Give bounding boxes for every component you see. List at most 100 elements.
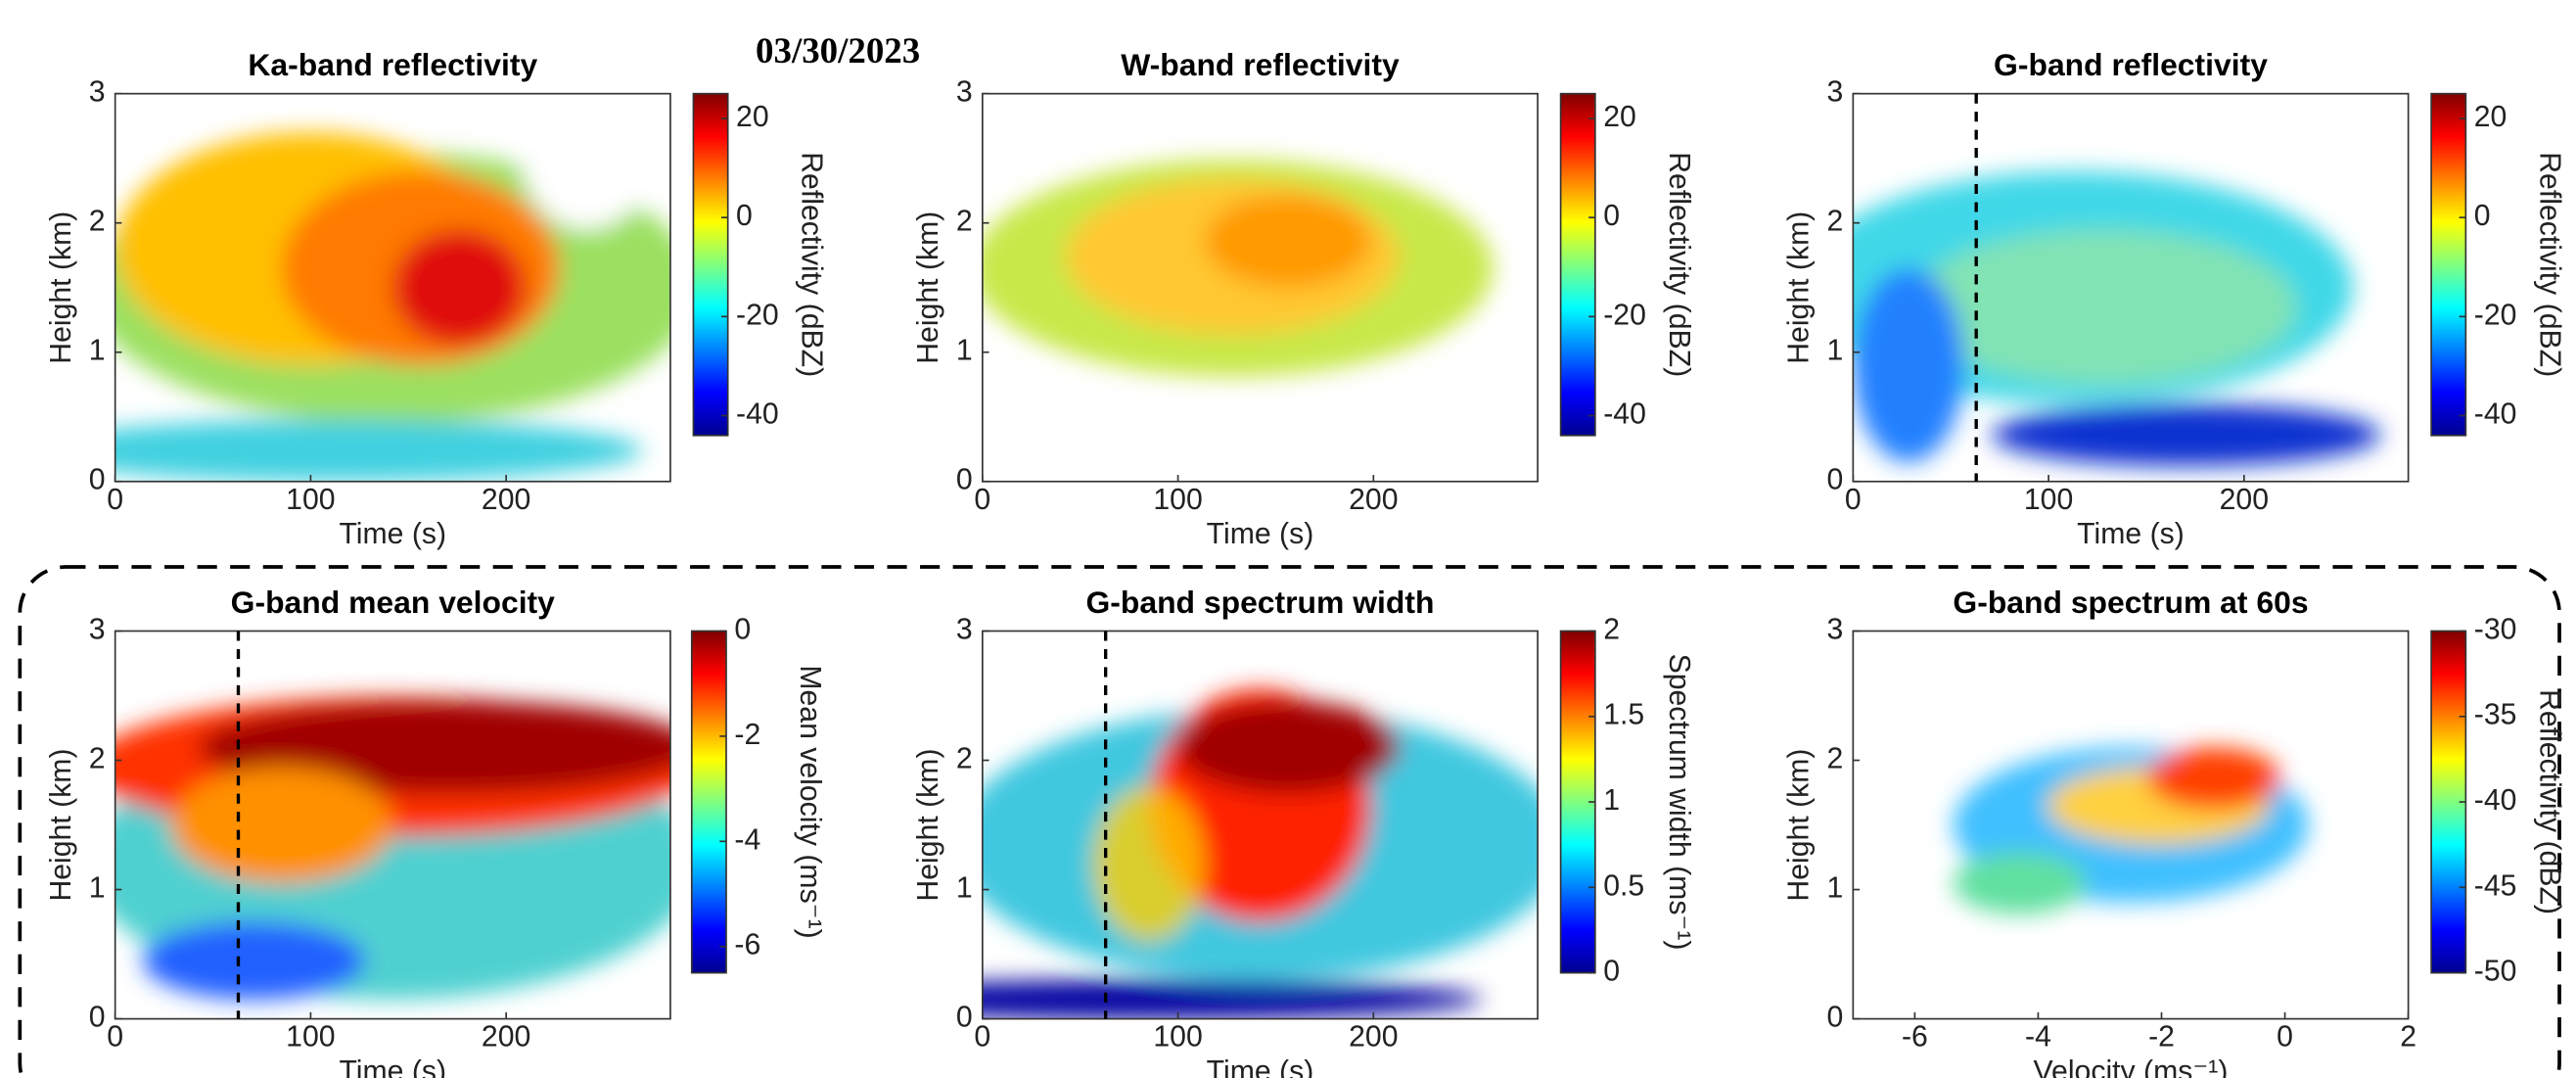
y-tick-label: 0: [1826, 464, 1843, 496]
axis-box: [114, 92, 671, 483]
y-axis-label: Height (km): [912, 748, 944, 901]
x-tick-label: -6: [1902, 1021, 1928, 1054]
x-axis-label: Time (s): [339, 518, 446, 550]
x-tick-label: 200: [482, 484, 530, 516]
colorbar-tick-label: 0: [734, 613, 751, 645]
x-axis-label: Velocity (ms⁻¹): [2034, 1055, 2229, 1078]
x-tick-label: 200: [1349, 1021, 1398, 1054]
heatmap-texture: [2147, 747, 2281, 810]
colorbar-tick-label: 1.5: [1603, 699, 1644, 731]
axis-box: [1852, 92, 2410, 483]
y-tick-label: 3: [1826, 76, 1843, 109]
y-tick-label: 1: [956, 872, 973, 905]
y-tick-label: 2: [89, 743, 106, 775]
heatmap-texture: [143, 921, 365, 1000]
y-tick-label: 1: [1826, 872, 1843, 905]
x-tick-label: -4: [2025, 1021, 2051, 1054]
colorbar-tick-label: -40: [1603, 398, 1646, 431]
heatmap: [1953, 747, 2309, 914]
colorbar-tick-label: 0: [1603, 200, 1620, 232]
y-tick-label: 1: [1826, 335, 1843, 367]
x-tick-label: 0: [2277, 1021, 2293, 1054]
colorbar-tick-label: -50: [2474, 956, 2517, 988]
heatmap-texture: [170, 767, 393, 883]
colorbar: [690, 630, 727, 974]
x-tick-label: 0: [974, 484, 990, 516]
x-tick-label: 0: [974, 1021, 990, 1054]
y-tick-label: 0: [89, 1002, 106, 1034]
date: 03/30/2023: [756, 30, 920, 70]
colorbar-tick-label: -20: [736, 299, 779, 331]
colorbar-tick-label: 0: [736, 200, 753, 232]
y-axis-label: Height (km): [912, 211, 944, 364]
heatmap: [1853, 170, 2381, 466]
y-tick-label: 0: [89, 464, 106, 496]
colorbar-tick-label: -35: [2474, 699, 2517, 731]
axis-box: [981, 630, 1539, 1020]
colorbar-tick-label: -40: [736, 398, 779, 431]
x-axis-label: Time (s): [339, 1055, 446, 1078]
x-tick-label: 200: [2220, 484, 2269, 516]
heatmap: [115, 696, 670, 1000]
colorbar-tick-label: 20: [736, 101, 769, 133]
y-tick-label: 2: [956, 206, 973, 238]
panel-title: G-band spectrum width: [1085, 585, 1434, 620]
colorbar-tick-label: -6: [734, 929, 760, 961]
colorbar-tick-label: -20: [1603, 299, 1646, 331]
x-tick-label: 200: [482, 1021, 530, 1054]
heatmap-texture: [1953, 852, 2087, 914]
y-tick-label: 3: [956, 76, 973, 109]
colorbar: [692, 92, 729, 437]
heatmap-texture: [1204, 194, 1371, 288]
y-axis-label: Height (km): [1783, 748, 1816, 901]
y-tick-label: 0: [1826, 1002, 1843, 1034]
panel-title: G-band mean velocity: [231, 585, 556, 620]
x-tick-label: 0: [107, 484, 123, 516]
axis-box: [981, 92, 1539, 483]
heatmap-texture: [1093, 785, 1205, 942]
y-tick-label: 3: [89, 76, 106, 109]
y-tick-label: 2: [1826, 206, 1843, 238]
x-tick-label: 100: [286, 484, 335, 516]
y-tick-label: 2: [956, 743, 973, 775]
panel-title: G-band spectrum at 60s: [1953, 585, 2308, 620]
y-tick-label: 1: [89, 872, 106, 905]
heatmap-texture: [520, 93, 654, 230]
axis-box: [114, 630, 671, 1020]
colorbar-tick-label: -45: [2474, 869, 2517, 902]
colorbar: [1559, 92, 1596, 437]
colorbar-tick-label: -40: [2474, 398, 2517, 431]
colorbar-tick-label: -4: [734, 823, 760, 856]
y-tick-label: 3: [956, 613, 973, 645]
x-axis-label: Time (s): [1207, 1055, 1314, 1078]
heatmap-texture: [1909, 229, 2298, 385]
y-tick-label: 1: [89, 335, 106, 367]
y-tick-label: 3: [1826, 613, 1843, 645]
colorbar-label: Reflectivity (dBZ): [2533, 689, 2565, 914]
colorbar: [2430, 92, 2467, 437]
colorbar-tick-label: 20: [2474, 101, 2507, 133]
colorbar-label: Reflectivity (dBZ): [2533, 152, 2565, 377]
colorbar-tick-label: 2: [1603, 613, 1620, 645]
panel-title: G-band reflectivity: [1994, 47, 2268, 82]
y-axis-label: Height (km): [45, 211, 77, 364]
x-tick-label: 2: [2400, 1021, 2416, 1054]
heatmap-texture: [392, 229, 527, 347]
heatmap-texture: [1853, 267, 1964, 462]
colorbar-tick-label: -30: [2474, 613, 2517, 645]
x-tick-label: 100: [1153, 484, 1202, 516]
y-axis-label: Height (km): [45, 748, 77, 901]
colorbar-tick-label: 0: [1603, 956, 1620, 988]
y-tick-label: 3: [89, 613, 106, 645]
heatmap: [115, 93, 670, 482]
colorbar-tick-label: -40: [2474, 784, 2517, 817]
axis-box: [1852, 630, 2410, 1020]
x-tick-label: 200: [1349, 484, 1398, 516]
x-tick-label: 100: [286, 1021, 335, 1054]
colorbar-tick-label: 20: [1603, 101, 1636, 133]
heatmap: [982, 688, 1539, 1019]
panel-title: W-band reflectivity: [1121, 47, 1400, 82]
colorbar-label: Reflectivity (dBZ): [796, 152, 828, 377]
